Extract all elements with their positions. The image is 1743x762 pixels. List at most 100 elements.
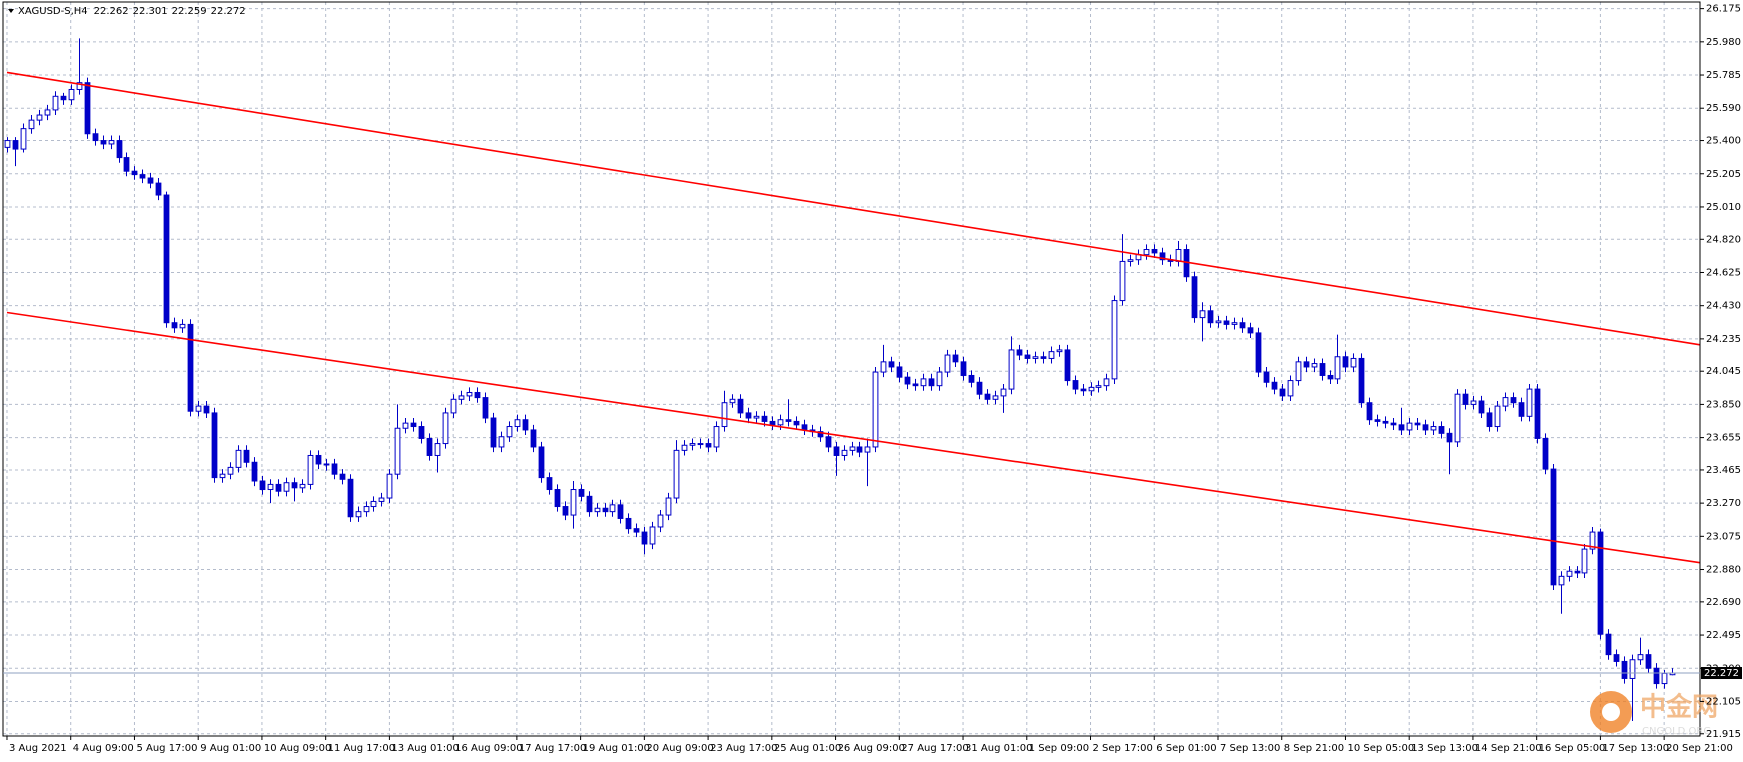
trend-line: [6, 71, 1701, 346]
candle-body: [84, 82, 91, 135]
candle-body: [1605, 633, 1612, 656]
candle-body: [1454, 393, 1461, 443]
candle-body: [1494, 405, 1501, 428]
candle-body: [912, 383, 919, 387]
candle-body: [849, 446, 856, 451]
candle-body: [20, 128, 27, 150]
candle-body: [761, 415, 768, 422]
candle-body: [1589, 531, 1596, 550]
y-tick-label: 22.880: [1706, 565, 1741, 576]
candle-body: [864, 446, 871, 453]
x-tick-label: 6 Sep 01:00: [1156, 743, 1216, 754]
candle-body: [1103, 378, 1110, 387]
candle-body: [370, 500, 377, 508]
candle-body: [713, 426, 720, 448]
candle-body: [1486, 412, 1493, 428]
candle-body: [418, 426, 425, 439]
candle-body: [1422, 424, 1429, 431]
candle-body: [1263, 371, 1270, 383]
candle-body: [1048, 351, 1055, 359]
menu-arrow[interactable]: [8, 9, 14, 13]
candle-body: [155, 182, 162, 196]
candle-body: [777, 419, 784, 426]
candle-body: [880, 361, 887, 373]
candle-body: [968, 374, 975, 383]
candle-body: [1502, 397, 1509, 407]
high-value: 22.301: [133, 6, 168, 17]
candle-body: [856, 446, 863, 453]
candle-body: [936, 371, 943, 387]
candle-body: [315, 454, 322, 465]
candle-body: [450, 398, 457, 414]
candle-body: [1151, 249, 1158, 254]
candle-body: [1319, 363, 1326, 376]
x-tick-label: 5 Aug 17:00: [136, 743, 197, 754]
candle-body: [1645, 654, 1652, 669]
candle-body: [904, 376, 911, 385]
candle-body: [522, 419, 529, 431]
candle-body: [1581, 548, 1588, 574]
candle-body: [896, 366, 903, 378]
candle-body: [1191, 276, 1198, 319]
candle-body: [4, 140, 11, 148]
candle-body: [44, 109, 51, 116]
y-tick-label: 22.690: [1706, 597, 1741, 608]
y-tick-label: 21.915: [1706, 729, 1741, 740]
candle-body: [785, 419, 792, 422]
x-tick-label: 10 Aug 09:00: [264, 743, 331, 754]
candle-body: [1119, 260, 1126, 302]
candle-body: [1621, 660, 1628, 679]
candle-body: [355, 511, 362, 518]
y-tick-label: 23.850: [1706, 399, 1741, 410]
candle-body: [1239, 322, 1246, 329]
chart-header: XAGUSD-S,H4 22.262 22.301 22.259 22.272: [18, 6, 246, 17]
candle-body: [219, 473, 226, 479]
candle-body: [1661, 672, 1668, 685]
y-tick-label: 22.105: [1706, 696, 1741, 707]
candle-body: [928, 378, 935, 387]
candle-body: [1111, 300, 1118, 380]
x-tick-label: 13 Sep 13:00: [1411, 743, 1478, 754]
price-label-box: [1701, 667, 1742, 680]
candle-body: [331, 463, 338, 475]
candle-body: [307, 454, 314, 485]
candle-body: [116, 140, 123, 159]
candle-body: [1462, 393, 1469, 405]
candle-body: [474, 391, 481, 399]
y-tick-label: 25.205: [1706, 169, 1741, 180]
candle-body: [1024, 354, 1031, 359]
candle-body: [1032, 356, 1039, 359]
candle-body: [920, 378, 927, 387]
y-tick-label: 24.235: [1706, 334, 1741, 345]
x-tick-label: 31 Aug 01:00: [965, 743, 1032, 754]
candle-body: [195, 405, 202, 412]
candle-body: [458, 395, 465, 400]
candle-body: [1327, 374, 1334, 380]
candle-body: [426, 437, 433, 456]
plot-border: [2, 1, 1701, 737]
candle-body: [1072, 380, 1079, 390]
candle-body: [673, 449, 680, 499]
x-tick-label: 23 Aug 17:00: [710, 743, 777, 754]
candle-body: [275, 483, 282, 492]
candle-body: [1295, 361, 1302, 382]
y-tick-label: 24.625: [1706, 267, 1741, 278]
candle-body: [554, 489, 561, 508]
candle-body: [283, 482, 290, 492]
candle-body: [506, 426, 513, 438]
candle-body: [1303, 361, 1310, 368]
candle-body: [386, 473, 393, 499]
y-tick-label: 24.820: [1706, 234, 1741, 245]
candle-body: [466, 391, 473, 397]
candle-body: [952, 354, 959, 363]
candle-body: [347, 478, 354, 518]
candle-body: [1080, 388, 1087, 392]
candle-body: [1247, 327, 1254, 334]
candle-body: [609, 504, 616, 513]
candle-body: [633, 528, 640, 533]
candle-body: [1390, 422, 1397, 426]
candle-body: [171, 322, 178, 329]
candle-body: [992, 395, 999, 400]
candle-body: [1287, 380, 1294, 397]
